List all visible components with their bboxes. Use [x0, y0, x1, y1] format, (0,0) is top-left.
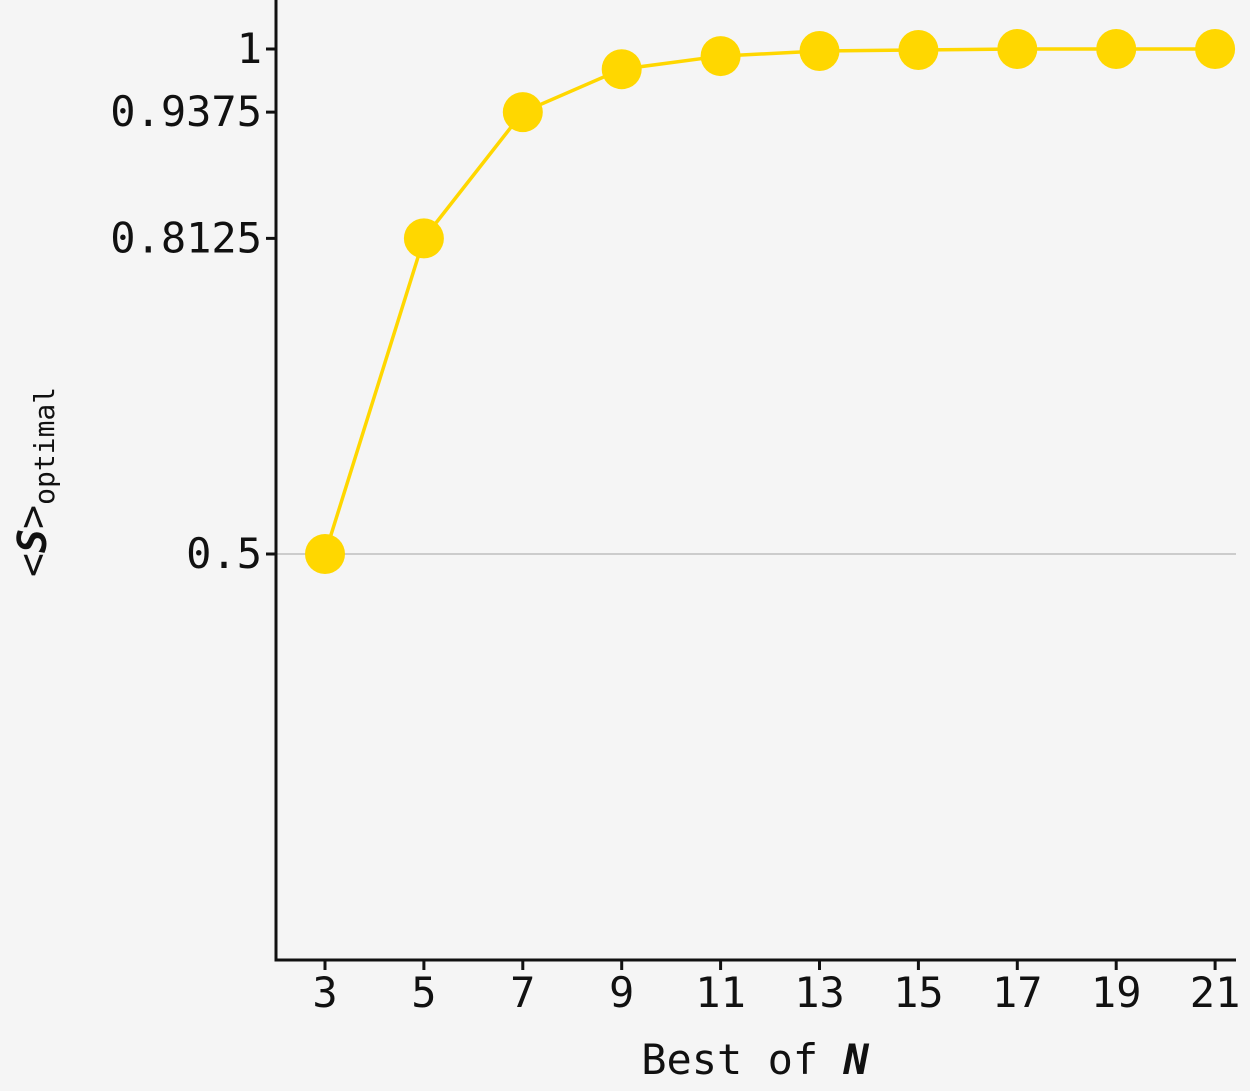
x-tick-label: 17	[992, 968, 1043, 1017]
axes	[266, 0, 1236, 970]
y-tick-label: 1	[237, 24, 262, 73]
x-tick-label: 7	[510, 968, 535, 1017]
data-point	[403, 218, 444, 259]
data-point	[305, 534, 345, 574]
x-tick-label: 13	[794, 968, 845, 1017]
x-tick-label: 3	[312, 968, 337, 1017]
x-tick-label: 11	[695, 968, 746, 1017]
y-tick-label: 0.5	[186, 529, 262, 578]
x-tick-label: 21	[1190, 968, 1241, 1017]
x-tick-label: 5	[411, 968, 436, 1017]
x-tick-label: 9	[609, 968, 634, 1017]
data-point	[502, 92, 543, 133]
x-axis-title: Best of N	[641, 1035, 869, 1084]
data-point	[1096, 29, 1137, 69]
y-axis-title: <S>optimal	[10, 387, 61, 577]
series-layer	[305, 29, 1236, 574]
data-point	[799, 31, 840, 72]
x-tick-label: 19	[1091, 968, 1142, 1017]
data-point	[1195, 29, 1236, 69]
data-point	[700, 36, 741, 77]
data-point	[898, 30, 939, 71]
y-tick-label: 0.9375	[110, 87, 262, 136]
x-tick-label: 15	[893, 968, 944, 1017]
y-tick-label: 0.8125	[110, 213, 262, 262]
data-point	[601, 49, 642, 90]
series-line	[323, 47, 1216, 555]
data-point	[997, 29, 1038, 69]
